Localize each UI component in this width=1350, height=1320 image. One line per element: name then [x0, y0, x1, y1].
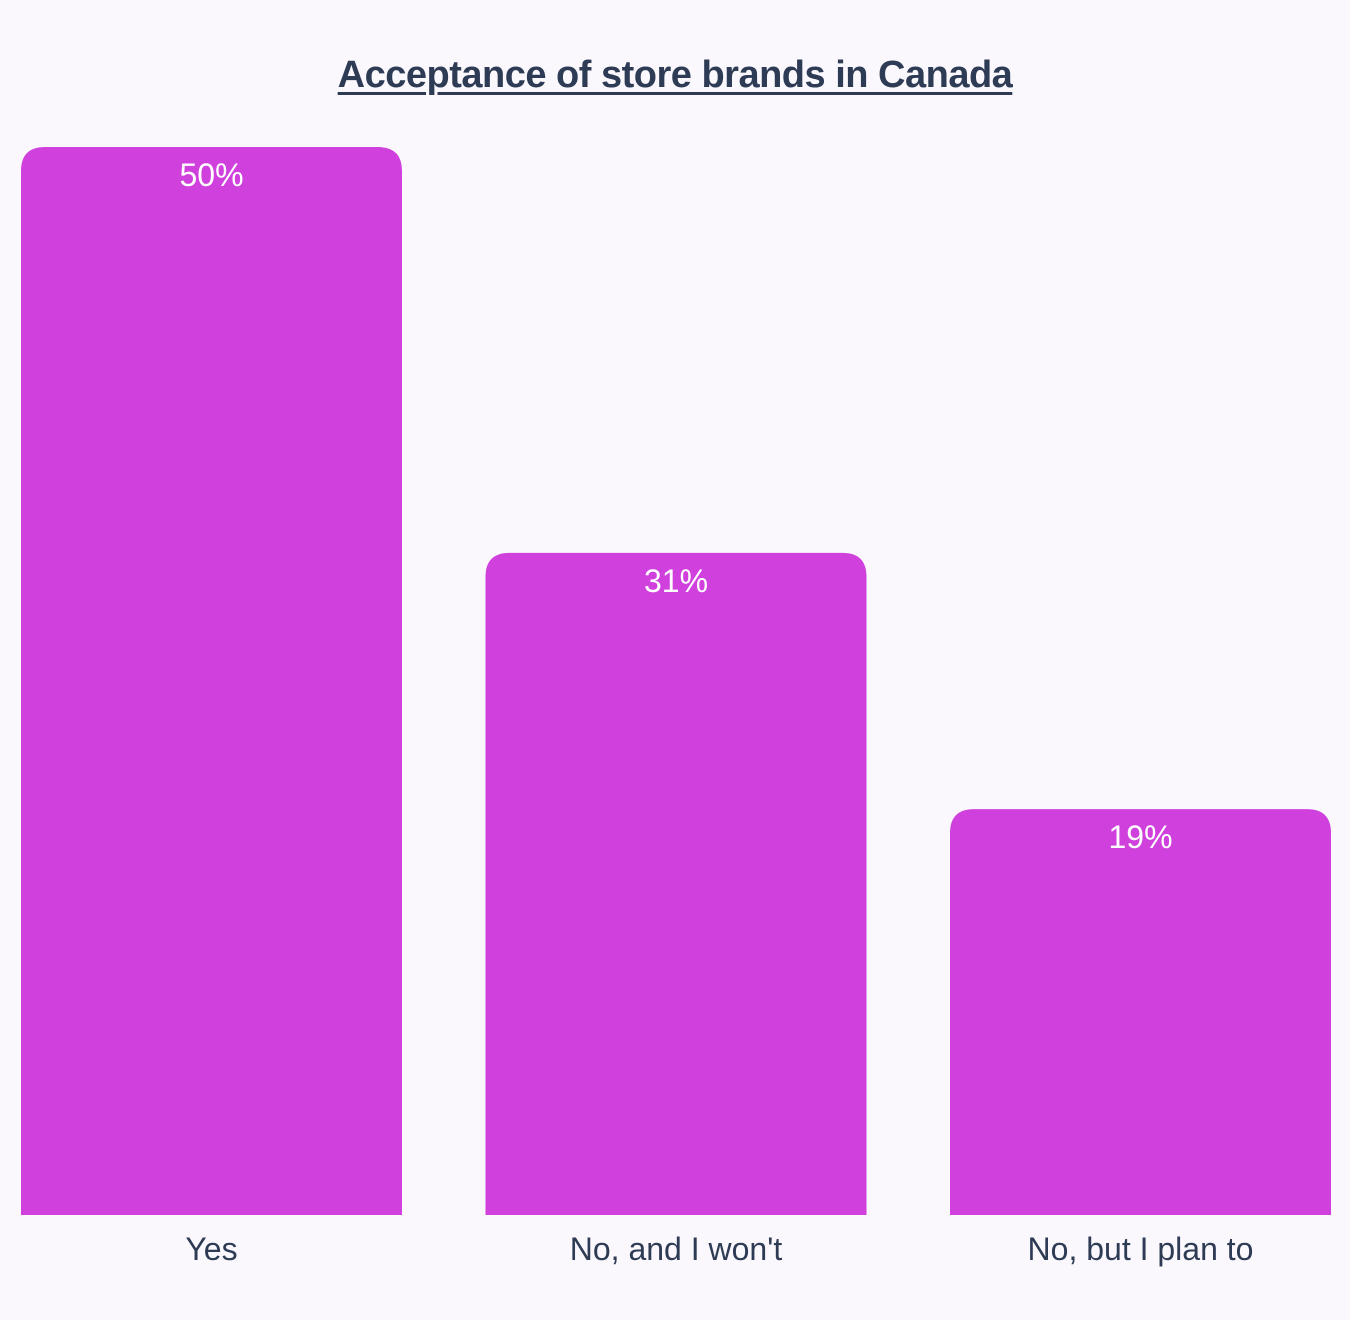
bar-0 [21, 147, 402, 1215]
bar-value-label-1: 31% [644, 563, 708, 599]
data-labels-layer: 50% 31% 19% [179, 157, 1172, 855]
bars-layer [21, 147, 1331, 1215]
bar-value-label-2: 19% [1108, 819, 1172, 855]
category-label-2: No, but I plan to [1028, 1231, 1254, 1267]
category-label-1: No, and I won't [570, 1231, 783, 1267]
bar-value-label-0: 50% [179, 157, 243, 193]
category-labels-layer: Yes No, and I won't No, but I plan to [185, 1231, 1253, 1267]
bar-1 [485, 552, 867, 1215]
chart-title: Acceptance of store brands in Canada [337, 54, 1013, 96]
category-label-0: Yes [185, 1231, 237, 1267]
bar-2 [950, 809, 1331, 1215]
